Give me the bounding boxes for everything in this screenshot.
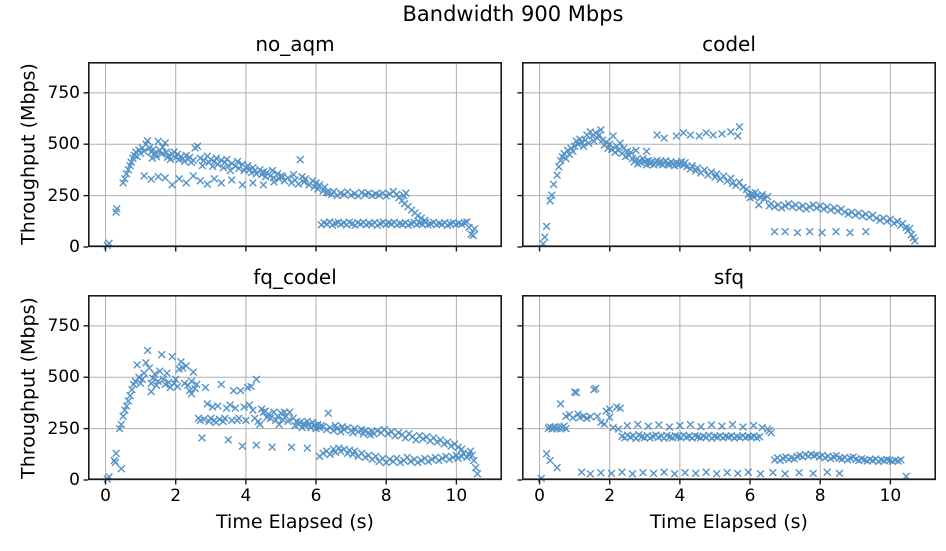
x-tick-label: 2 [604,486,616,506]
x-tick-label: 10 [445,486,468,506]
x-axis-label-right: Time Elapsed (s) [650,511,808,533]
sfq-scatter-plot [517,295,936,485]
x-tick-label: 4 [240,486,252,506]
no_aqm-data-points [103,137,479,250]
x-axis-label-left: Time Elapsed (s) [216,511,374,533]
x-tick-label: 4 [674,486,686,506]
panel-title-sfq: sfq [713,265,745,289]
y-tick-label: 0 [69,470,80,490]
no-aqm-scatter-plot [83,62,502,252]
x-tick-label: 2 [170,486,182,506]
sfq-data-points [537,384,911,483]
y-tick-label: 500 [47,367,80,388]
codel-data-points [539,122,919,248]
figure-title: Bandwidth 900 Mbps [402,2,624,26]
fq-codel-scatter-plot [83,295,502,485]
fq_codel-data-points [103,346,482,483]
x-tick-label: 6 [310,486,322,506]
y-tick-label: 750 [47,82,80,103]
panel-title-no-aqm: no_aqm [255,32,335,56]
y-tick-label: 0 [69,237,80,257]
y-tick-label: 500 [47,134,80,155]
y-tick-label: 250 [47,185,80,206]
x-tick-label: 6 [744,486,756,506]
y-tick-label: 250 [47,418,80,439]
x-tick-label: 0 [534,486,545,506]
codel-scatter-plot [517,62,936,252]
panel-title-fq-codel: fq_codel [253,265,337,289]
x-tick-label: 8 [814,486,826,506]
x-tick-label: 8 [380,486,392,506]
panel-title-codel: codel [702,32,756,56]
x-tick-label: 0 [100,486,111,506]
y-tick-label: 750 [47,315,80,336]
x-tick-label: 10 [879,486,902,506]
